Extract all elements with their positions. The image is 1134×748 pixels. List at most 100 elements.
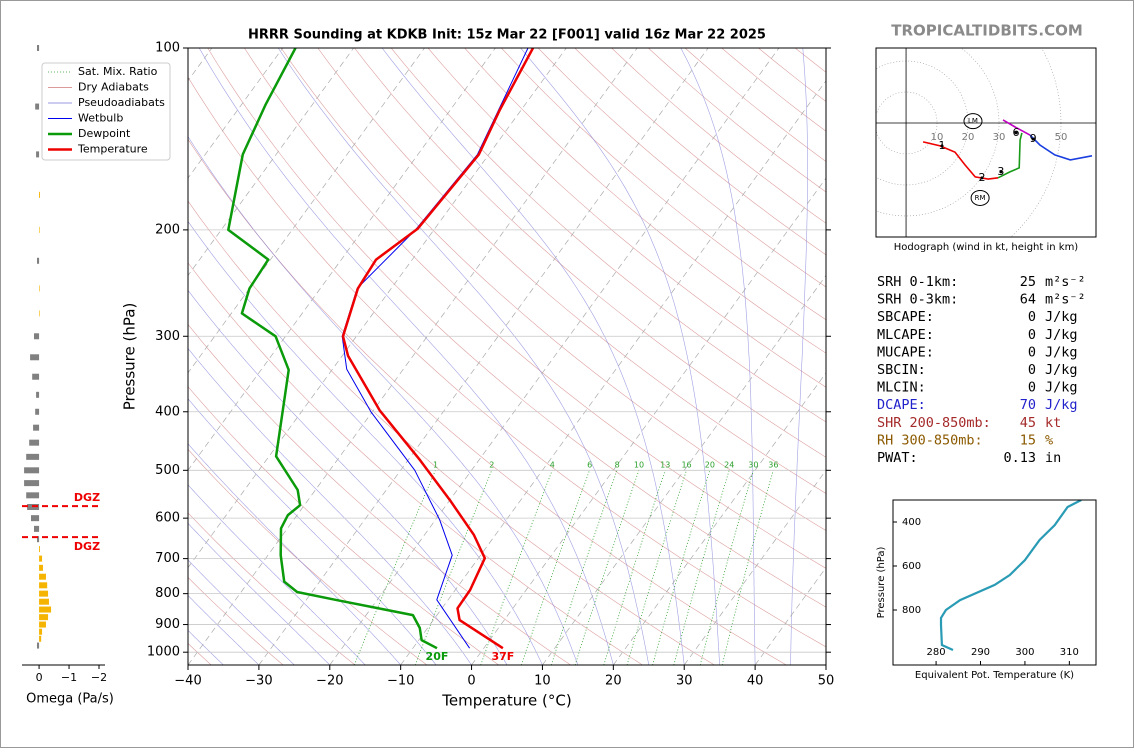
omega-bar: [39, 191, 40, 198]
x-tick-label: 290: [971, 647, 990, 658]
ring-label: 50: [1055, 132, 1068, 143]
height-label: 6: [1013, 126, 1020, 139]
dry-adiabat: [501, 48, 826, 321]
plot-area: [939, 500, 1082, 652]
parameter-label: SBCAPE:: [877, 309, 934, 325]
y-tick-label: 600: [902, 561, 921, 572]
hodograph-line: [1029, 134, 1093, 161]
legend-label: Temperature: [77, 143, 148, 156]
dry-adiabat: [464, 48, 826, 354]
x-tick-label: −10: [387, 674, 414, 689]
parameter-label: PWAT:: [877, 450, 918, 466]
omega-bar: [39, 606, 52, 613]
x-tick-label: 40: [747, 674, 764, 689]
mixing-ratio-label: 36: [768, 461, 778, 470]
parameter-unit: J/kg: [1045, 362, 1078, 378]
mixing-ratio-label: 4: [550, 461, 555, 470]
hodograph-line: [922, 141, 999, 180]
omega-bar: [39, 310, 40, 317]
hodograph-line: [1002, 119, 1031, 136]
y-tick-label: 600: [155, 511, 180, 526]
legend-label: Pseudoadiabats: [78, 96, 165, 109]
parameter-value: 0: [1028, 309, 1036, 325]
dry-adiabat: [188, 262, 643, 665]
height-label: 9: [1030, 132, 1037, 145]
x-tick-label: −40: [174, 674, 201, 689]
x-tick-label: −1: [61, 671, 77, 684]
x-tick-label: 20: [605, 674, 622, 689]
omega-bar: [24, 480, 40, 487]
x-tick-label: 50: [818, 674, 835, 689]
mixing-ratio-label: 13: [660, 461, 670, 470]
y-tick-label: 700: [155, 551, 180, 566]
omega-bar: [26, 453, 40, 460]
x-axis-label: Hodograph (wind in kt, height in km): [894, 242, 1079, 253]
y-tick-label: 900: [155, 617, 180, 632]
storm-motion-marker: [970, 189, 990, 206]
dry-adiabat: [611, 48, 826, 224]
y-tick-label: 800: [155, 586, 180, 601]
plot-frame: [187, 47, 827, 666]
pseudoadiabat: [188, 484, 366, 665]
parameter-value: 45: [1020, 415, 1036, 431]
isotherm: [188, 48, 567, 569]
x-tick-label: 300: [1015, 647, 1034, 658]
parameter-label: MLCIN:: [877, 380, 926, 396]
omega-bar: [32, 373, 40, 380]
parameter-unit: in: [1045, 450, 1061, 466]
ring-label: 30: [993, 132, 1006, 143]
site-name: TROPICALTIDBITS.COM: [891, 22, 1083, 40]
pseudoadiabat: [277, 48, 650, 665]
pseudoadiabat: [188, 595, 260, 665]
mixing-ratio-line: [652, 469, 711, 665]
parameter-unit: kt: [1045, 415, 1061, 431]
height-marker: [1014, 131, 1018, 135]
height-marker: [940, 144, 944, 148]
x-axis-label: Temperature (°C): [441, 692, 571, 710]
omega-bar: [39, 546, 40, 553]
y-tick-label: 400: [902, 517, 921, 528]
omega-bar: [24, 467, 40, 474]
mixing-ratio-line: [550, 469, 618, 665]
mixing-ratio-label: 20: [705, 461, 715, 470]
parameter-unit: J/kg: [1045, 344, 1078, 360]
height-marker: [999, 170, 1003, 174]
parameter-unit: J/kg: [1045, 397, 1078, 413]
dry-adiabat: [684, 48, 826, 162]
omega-bar: [39, 573, 46, 580]
parameter-value: 64: [1020, 292, 1036, 308]
omega-bar: [33, 333, 40, 340]
height-label: 2: [978, 171, 985, 184]
y-tick-label: 500: [155, 463, 180, 478]
dry-adiabat: [244, 48, 826, 569]
isotherm: [188, 48, 354, 277]
dry-adiabat: [207, 48, 826, 608]
omega-bar: [39, 285, 40, 292]
ring-label: 20: [962, 132, 975, 143]
omega-bar: [33, 424, 40, 431]
mixing-ratio-label: 24: [724, 461, 734, 470]
omega-bar: [39, 555, 43, 562]
dry-adiabat: [354, 48, 826, 458]
profile-line: [341, 48, 535, 650]
x-tick-label: 0: [467, 674, 475, 689]
y-axis-label: Pressure (hPa): [876, 547, 887, 619]
isotherm: [188, 48, 284, 179]
pseudoadiabat: [188, 348, 472, 665]
y-tick-label: 400: [155, 404, 180, 419]
pseudoadiabat: [188, 559, 295, 665]
y-tick-label: 1000: [147, 645, 180, 660]
omega-bar: [36, 642, 40, 649]
parameter-value: 70: [1020, 397, 1036, 413]
parameter-label: SHR 200-850mb:: [877, 415, 991, 431]
omega-bar: [39, 564, 43, 571]
dry-adiabat: [574, 48, 826, 256]
isotherm: [329, 48, 780, 665]
pseudoadiabat: [381, 48, 685, 665]
x-axis-label: Equivalent Pot. Temperature (K): [915, 670, 1074, 681]
legend-label: Wetbulb: [78, 112, 123, 125]
dry-adiabat: [390, 48, 826, 423]
isotherm: [188, 48, 425, 374]
pseudoadiabat: [790, 48, 808, 665]
